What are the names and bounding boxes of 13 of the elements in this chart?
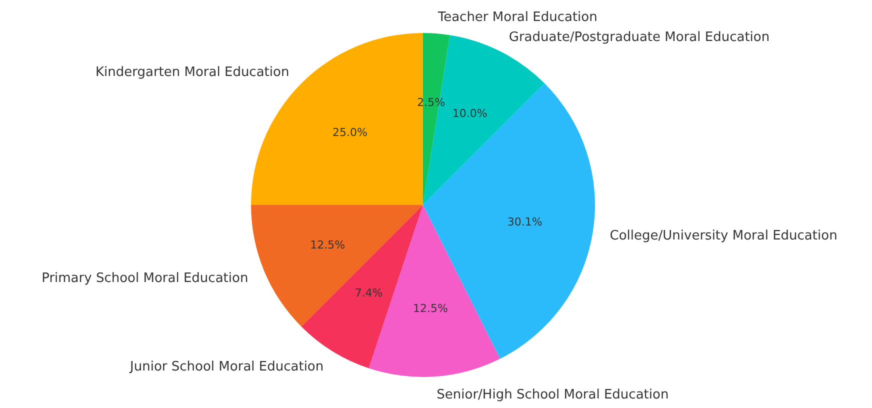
slice-label: Teacher Moral Education — [436, 10, 598, 25]
slice-label: Primary School Moral Education — [42, 270, 248, 286]
data-label: 25.0% — [332, 126, 368, 139]
slice-label: College/University Moral Education — [610, 228, 838, 244]
slice-label: Kindergarten Moral Education — [95, 64, 290, 80]
slice-label: Senior/High School Moral Education — [436, 387, 669, 402]
data-label: 12.5% — [310, 238, 346, 252]
data-label: 30.1% — [507, 215, 542, 228]
slice-label: Graduate/Postgraduate Moral Education — [508, 30, 770, 45]
slice-label: Junior School Moral Education — [129, 360, 324, 375]
data-label: 12.5% — [412, 302, 448, 315]
data-label: 10.0% — [452, 106, 488, 120]
data-label: 7.4% — [354, 286, 383, 300]
